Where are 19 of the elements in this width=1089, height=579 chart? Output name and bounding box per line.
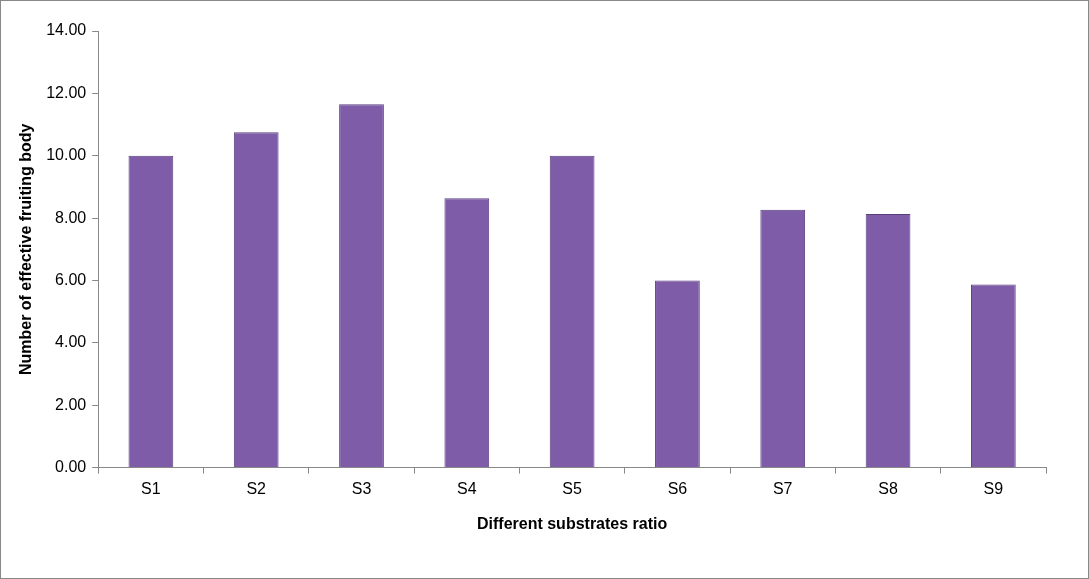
y-tick-label: 0.00 [55, 458, 87, 476]
x-tick-label: S9 [983, 479, 1004, 497]
x-tick-label: S5 [562, 479, 582, 497]
x-tick-label: S6 [667, 479, 688, 497]
x-tick-label: S4 [457, 479, 477, 497]
y-tick-label: 10.00 [46, 146, 87, 164]
y-tick-label: 6.00 [55, 270, 87, 288]
y-tick-label: 4.00 [55, 333, 87, 351]
y-tick-label: 12.00 [46, 83, 87, 101]
y-tick-label: 14.00 [46, 21, 87, 39]
x-tick-label: S2 [246, 479, 267, 497]
x-tick-label: S3 [351, 479, 372, 497]
x-tick-label: S7 [772, 479, 793, 497]
y-tick-label: 8.00 [55, 208, 87, 226]
x-tick-label: S1 [141, 479, 161, 497]
x-axis-title: Different substrates ratio [476, 514, 668, 532]
y-axis-title: Number of effective fruiting body [17, 123, 35, 376]
x-tick-label: S8 [878, 479, 898, 497]
y-tick-label: 2.00 [55, 395, 87, 413]
